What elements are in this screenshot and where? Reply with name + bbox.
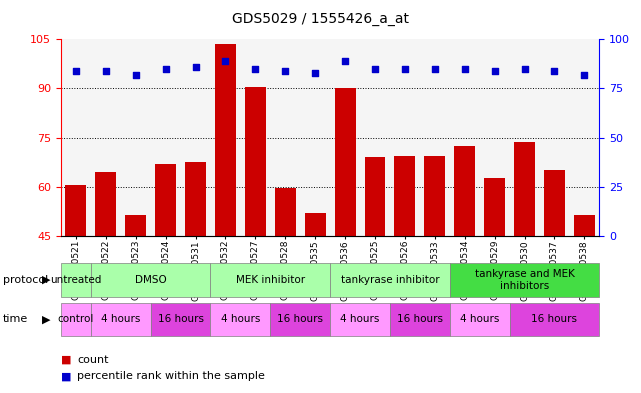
Text: GDS5029 / 1555426_a_at: GDS5029 / 1555426_a_at [232,12,409,26]
Bar [365,157,385,236]
Bar [185,162,206,236]
Bar [210,263,330,297]
Text: DMSO: DMSO [135,275,167,285]
Bar [454,146,475,236]
Text: tankyrase inhibitor: tankyrase inhibitor [340,275,439,285]
Bar [61,263,91,297]
Bar [450,303,510,336]
Point [579,72,590,78]
Text: 4 hours: 4 hours [101,314,140,324]
Bar [514,142,535,236]
Point [131,72,141,78]
Text: time: time [3,314,28,324]
Text: 16 hours: 16 hours [397,314,443,324]
Bar [65,185,87,236]
Bar [215,44,236,236]
Bar [96,172,116,236]
Point [549,68,560,74]
Point [400,66,410,72]
Bar [450,263,599,297]
Text: 4 hours: 4 hours [460,314,499,324]
Bar [330,263,450,297]
Bar [335,88,356,236]
Text: tankyrase and MEK
inhibitors: tankyrase and MEK inhibitors [474,269,574,291]
Bar [155,164,176,236]
Bar [330,303,390,336]
Bar [61,303,91,336]
Bar [394,156,415,236]
Bar [574,215,595,236]
Point [160,66,171,72]
Text: ■: ■ [61,354,71,365]
Text: ▶: ▶ [42,275,51,285]
Point [519,66,529,72]
Bar [424,156,445,236]
Text: MEK inhibitor: MEK inhibitor [236,275,305,285]
Text: protocol: protocol [3,275,49,285]
Text: untreated: untreated [50,275,101,285]
Bar [91,263,210,297]
Bar [304,213,326,236]
Text: 16 hours: 16 hours [277,314,323,324]
Bar [91,303,151,336]
Text: ■: ■ [61,371,71,382]
Bar [275,188,296,236]
Text: 16 hours: 16 hours [531,314,578,324]
Bar [544,170,565,236]
Bar [245,87,266,236]
Point [490,68,500,74]
Point [71,68,81,74]
Text: 16 hours: 16 hours [158,314,204,324]
Bar [271,303,330,336]
Point [250,66,260,72]
Point [221,58,231,64]
Bar [390,303,450,336]
Bar [151,303,210,336]
Bar [484,178,505,236]
Text: percentile rank within the sample: percentile rank within the sample [77,371,265,382]
Point [340,58,350,64]
Text: control: control [58,314,94,324]
Point [101,68,111,74]
Bar [125,215,146,236]
Point [429,66,440,72]
Point [280,68,290,74]
Point [310,70,320,76]
Text: ▶: ▶ [42,314,51,324]
Text: 4 hours: 4 hours [340,314,379,324]
Text: count: count [77,354,108,365]
Text: 4 hours: 4 hours [221,314,260,324]
Point [370,66,380,72]
Point [460,66,470,72]
Bar [510,303,599,336]
Point [190,64,201,70]
Bar [210,303,271,336]
